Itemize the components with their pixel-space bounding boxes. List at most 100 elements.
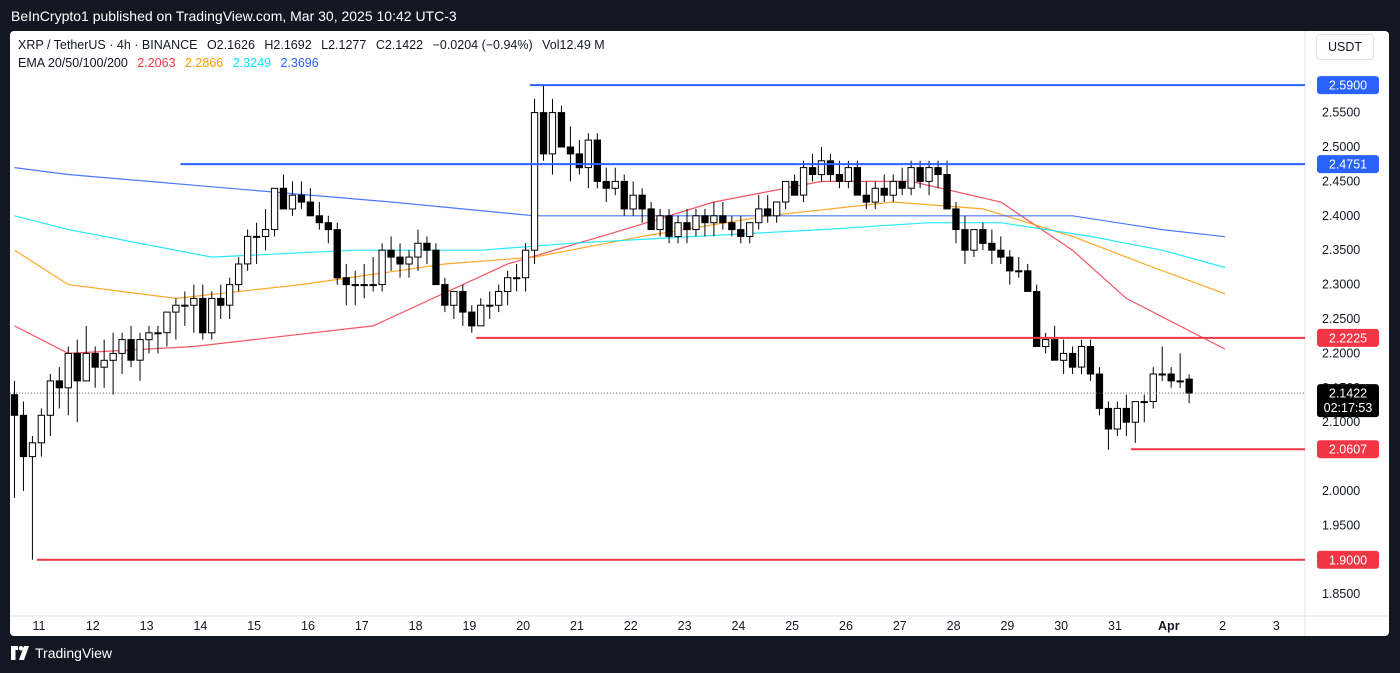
candle-body bbox=[450, 291, 458, 306]
candle-body bbox=[764, 208, 772, 217]
candle-body bbox=[799, 167, 808, 196]
x-tick-label: 3 bbox=[1273, 619, 1280, 633]
candle-body bbox=[1051, 339, 1059, 361]
candle-body bbox=[396, 256, 404, 265]
candle-body bbox=[324, 222, 333, 231]
x-tick-label: Apr bbox=[1158, 619, 1180, 633]
close-value: C2.1422 bbox=[375, 38, 424, 52]
candle-body bbox=[46, 380, 55, 416]
candle-body bbox=[226, 284, 234, 306]
last-price-tag bbox=[1317, 384, 1379, 418]
candle-body bbox=[880, 187, 888, 196]
level-price-tag bbox=[1317, 440, 1379, 459]
candle-body bbox=[432, 249, 440, 286]
x-tick-label: 12 bbox=[86, 619, 100, 633]
x-tick-label: 13 bbox=[140, 619, 154, 633]
candle-body bbox=[1042, 339, 1050, 348]
price-chart[interactable]: 1.85001.95002.00002.10002.15002.20002.25… bbox=[10, 31, 1389, 636]
candle-body bbox=[279, 187, 288, 210]
x-tick-label: 16 bbox=[301, 619, 315, 633]
candle-body bbox=[414, 242, 422, 258]
candle-body bbox=[73, 352, 81, 382]
candle-body bbox=[468, 311, 476, 327]
candle-body bbox=[297, 194, 306, 203]
candle-body bbox=[620, 180, 628, 210]
level-price-label: 2.0607 bbox=[1329, 443, 1367, 457]
volume-value: Vol12.49 M bbox=[542, 38, 605, 52]
x-tick-label: 21 bbox=[570, 619, 584, 633]
candle-body bbox=[1140, 401, 1148, 404]
candle-body bbox=[55, 380, 64, 389]
candle-body bbox=[369, 284, 377, 287]
candle-body bbox=[91, 352, 99, 368]
candle-body bbox=[270, 187, 279, 231]
candle-body bbox=[835, 174, 844, 182]
publisher-bar: BeInCrypto1 published on TradingView.com… bbox=[0, 0, 1400, 32]
candle-body bbox=[701, 215, 709, 224]
candle-body bbox=[154, 332, 162, 335]
ema20-value: 2.2063 bbox=[137, 56, 176, 70]
candle-body bbox=[773, 201, 781, 217]
x-tick-label: 19 bbox=[462, 619, 476, 633]
footer-brand-text: TradingView bbox=[35, 645, 113, 661]
candle-body bbox=[1059, 352, 1068, 361]
y-tick-label: 2.2000 bbox=[1322, 346, 1360, 360]
candle-body bbox=[459, 291, 467, 313]
candle-body bbox=[235, 263, 243, 286]
candle-body bbox=[486, 304, 494, 307]
x-tick-label: 22 bbox=[624, 619, 638, 633]
candle-body bbox=[82, 352, 90, 382]
candle-body bbox=[916, 167, 924, 182]
candle-body bbox=[172, 304, 180, 313]
candle-body bbox=[244, 235, 252, 265]
open-value: O2.1626 bbox=[206, 38, 255, 52]
candle-body bbox=[737, 229, 745, 238]
ema-line-ema20 bbox=[14, 180, 1226, 355]
x-tick-label: 27 bbox=[893, 619, 907, 633]
candle-body bbox=[306, 201, 315, 217]
candle-body bbox=[925, 167, 933, 182]
chart-panel[interactable]: 1.85001.95002.00002.10002.15002.20002.25… bbox=[10, 31, 1389, 636]
ema-row: EMA 20/50/100/200 2.2063 2.2866 2.3249 2… bbox=[18, 54, 611, 72]
x-tick-label: 30 bbox=[1054, 619, 1068, 633]
change-value: −0.0204 (−0.94%) bbox=[432, 38, 533, 52]
ema-label[interactable]: EMA 20/50/100/200 bbox=[18, 56, 128, 70]
candle-body bbox=[710, 215, 718, 224]
candle-body bbox=[979, 229, 987, 244]
level-price-tag bbox=[1317, 550, 1379, 569]
candle-body bbox=[513, 277, 521, 280]
symbol-label[interactable]: XRP / TetherUS · 4h · BINANCE bbox=[18, 38, 198, 52]
candle-body bbox=[118, 339, 126, 354]
y-tick-label: 2.3000 bbox=[1322, 278, 1360, 292]
candle-body bbox=[504, 277, 512, 292]
candle-body bbox=[1077, 346, 1086, 368]
y-tick-label: 2.5500 bbox=[1322, 106, 1360, 120]
x-tick-label: 28 bbox=[947, 619, 961, 633]
candle-body bbox=[342, 277, 350, 286]
level-price-label: 2.4751 bbox=[1329, 158, 1367, 172]
last-price-label: 2.1422 bbox=[1329, 387, 1367, 401]
candle-body bbox=[127, 339, 135, 361]
candle-body bbox=[557, 112, 566, 148]
x-tick-label: 15 bbox=[247, 619, 261, 633]
candle-body bbox=[19, 414, 28, 458]
candle-body bbox=[1176, 380, 1184, 383]
level-price-label: 2.2225 bbox=[1329, 331, 1367, 345]
candle-body bbox=[1104, 407, 1113, 430]
candle-body bbox=[584, 139, 593, 169]
currency-unit-button[interactable]: USDT bbox=[1316, 34, 1374, 60]
level-price-label: 2.5900 bbox=[1329, 79, 1367, 93]
candle-body bbox=[199, 297, 207, 334]
low-value: L2.1277 bbox=[321, 38, 367, 52]
y-tick-label: 2.3500 bbox=[1322, 243, 1360, 257]
candle-body bbox=[521, 249, 530, 279]
candle-body bbox=[683, 222, 691, 231]
candle-body bbox=[844, 167, 853, 182]
x-tick-label: 11 bbox=[33, 619, 46, 633]
candle-body bbox=[333, 229, 341, 279]
candle-body bbox=[898, 180, 906, 189]
candle-body bbox=[1131, 401, 1139, 423]
candle-body bbox=[261, 229, 270, 238]
x-tick-label: 31 bbox=[1108, 619, 1122, 633]
candle-body bbox=[656, 215, 664, 231]
